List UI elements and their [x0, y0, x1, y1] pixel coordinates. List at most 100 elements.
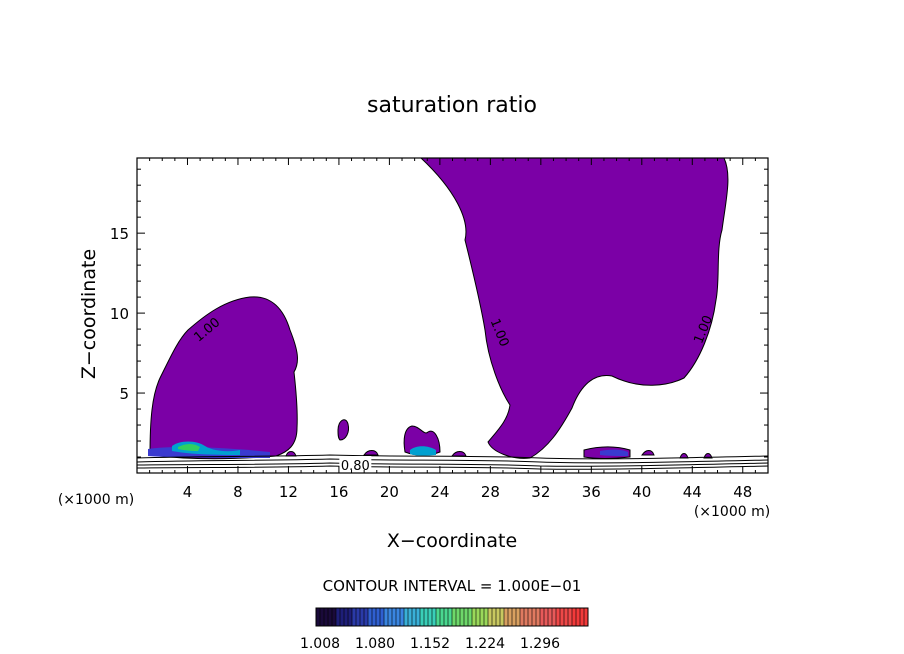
colorbar-swatch [584, 608, 588, 626]
colorbar-swatch [508, 608, 512, 626]
colorbar-swatch [524, 608, 528, 626]
colorbar-swatch [380, 608, 384, 626]
colorbar-swatch [480, 608, 484, 626]
colorbar-swatch [364, 608, 368, 626]
colorbar-swatch [556, 608, 560, 626]
y-unit-label: (×1000 m) [58, 492, 134, 508]
cell-16km [337, 419, 349, 441]
x-tick-label: 36 [582, 483, 601, 501]
colorbar-swatch [564, 608, 568, 626]
colorbar-swatch [420, 608, 424, 626]
supersaturated-region-right [419, 157, 729, 459]
colorbar-swatch [424, 608, 428, 626]
colorbar-swatch [344, 608, 348, 626]
x-tick-label: 4 [183, 483, 193, 501]
colorbar-tick-label: 1.080 [355, 636, 395, 652]
colorbar-swatch [368, 608, 372, 626]
tick-marks [137, 158, 768, 473]
colorbar-swatch [324, 608, 328, 626]
colorbar-swatch [336, 608, 340, 626]
cell-41km [641, 450, 655, 456]
colorbar-swatch [416, 608, 420, 626]
colorbar-tick-label: 1.296 [520, 636, 560, 652]
colorbar-swatch [348, 608, 352, 626]
plot-area: 1.00 1.00 1.000.80 4 8 12 16 20 24 28 32 36 40 44 485… [110, 157, 769, 501]
colorbar-swatch [568, 608, 572, 626]
y-tick-label: 5 [119, 385, 129, 403]
x-tick-label: 8 [233, 483, 243, 501]
colorbar-swatch [448, 608, 452, 626]
colorbar-tick-label: 1.008 [300, 636, 340, 652]
colorbar-swatch [488, 608, 492, 626]
colorbar-labels: 1.008 1.080 1.152 1.224 1.296 [300, 636, 560, 652]
colorbar-swatch [440, 608, 444, 626]
colorbar-swatch [396, 608, 400, 626]
colorbar-tick-label: 1.224 [465, 636, 505, 652]
colorbar-swatch [572, 608, 576, 626]
x-tick-label: 40 [632, 483, 651, 501]
x-tick-label: 16 [329, 483, 348, 501]
x-tick-label: 32 [531, 483, 550, 501]
x-tick-label: 28 [481, 483, 500, 501]
x-unit-label: (×1000 m) [694, 504, 770, 520]
colorbar [315, 607, 589, 627]
colorbar-swatch [408, 608, 412, 626]
x-tick-label: 24 [430, 483, 449, 501]
colorbar-swatch [476, 608, 480, 626]
supersaturated-region-left [149, 296, 298, 460]
colorbar-swatch [456, 608, 460, 626]
colorbar-swatch [328, 608, 332, 626]
contour-label-bg [339, 456, 372, 473]
band-left-high [178, 444, 200, 451]
x-axis-label: X−coordinate [387, 530, 517, 552]
colorbar-swatch [472, 608, 476, 626]
y-tick-label: 15 [110, 225, 129, 243]
colorbar-swatch [400, 608, 404, 626]
colorbar-swatch [512, 608, 516, 626]
colorbar-swatch [516, 608, 520, 626]
colorbar-swatch [500, 608, 504, 626]
colorbar-swatch [520, 608, 524, 626]
colorbar-frame [315, 607, 589, 627]
colorbar-swatch [432, 608, 436, 626]
colorbar-swatch [496, 608, 500, 626]
colorbar-swatch [468, 608, 472, 626]
colorbar-swatch [548, 608, 552, 626]
colorbar-swatch [436, 608, 440, 626]
colorbar-swatch [576, 608, 580, 626]
colorbar-swatch [464, 608, 468, 626]
cell-22km-band [410, 446, 436, 456]
cell-26km [451, 451, 467, 457]
cell-37km-band [600, 449, 628, 456]
x-tick-label: 12 [279, 483, 298, 501]
colorbar-swatch [372, 608, 376, 626]
cell-19km [363, 450, 379, 456]
colorbar-swatch [544, 608, 548, 626]
x-tick-label: 44 [683, 483, 702, 501]
contour-label: 0.80 [341, 459, 370, 474]
colorbar-swatch [504, 608, 508, 626]
colorbar-tick-label: 1.152 [410, 636, 450, 652]
colorbar-swatch [452, 608, 456, 626]
colorbar-swatch [460, 608, 464, 626]
colorbar-swatch [412, 608, 416, 626]
colorbar-swatch [320, 608, 324, 626]
y-axis-label: Z−coordinate [78, 249, 100, 379]
colorbar-swatch [552, 608, 556, 626]
colorbar-swatch [536, 608, 540, 626]
colorbar-swatch [484, 608, 488, 626]
colorbar-swatch [332, 608, 336, 626]
y-tick-label: 10 [110, 305, 129, 323]
x-tick-label: 20 [380, 483, 399, 501]
colorbar-swatch [392, 608, 396, 626]
colorbar-swatch [528, 608, 532, 626]
colorbar-swatch [532, 608, 536, 626]
colorbar-swatch [492, 608, 496, 626]
colorbar-swatch [360, 608, 364, 626]
colorbar-swatch [404, 608, 408, 626]
colorbar-swatch [540, 608, 544, 626]
colorbar-swatch [384, 608, 388, 626]
colorbar-swatch [428, 608, 432, 626]
